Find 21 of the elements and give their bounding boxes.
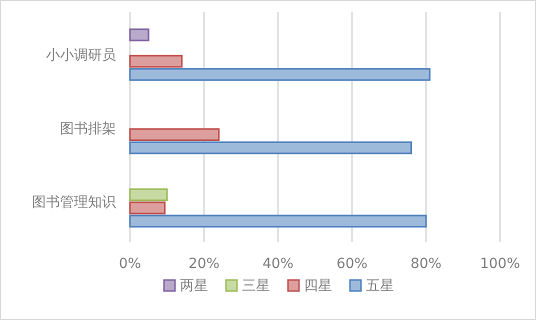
x-tick-label: 100% — [480, 256, 520, 272]
bar — [129, 188, 168, 202]
bar — [129, 214, 427, 228]
y-tick-label: 图书管理知识 — [32, 194, 116, 210]
y-tick-label: 小小调研员 — [46, 48, 116, 64]
x-tick-label: 80% — [410, 256, 442, 272]
legend-label: 三星 — [242, 278, 270, 294]
bar — [129, 68, 430, 81]
bar — [129, 141, 412, 154]
bar — [129, 28, 150, 42]
bar — [129, 128, 220, 141]
legend-label: 四星 — [304, 278, 332, 294]
x-tick-label: 40% — [262, 256, 294, 272]
legend-label: 五星 — [366, 278, 394, 294]
bar — [129, 202, 166, 214]
bar — [129, 54, 183, 68]
legend-label: 两星 — [180, 278, 208, 294]
x-tick-label: 60% — [336, 256, 368, 272]
y-tick-label: 图书排架 — [60, 121, 116, 137]
x-tick-label: 20% — [188, 256, 220, 272]
x-tick-label: 0% — [118, 256, 142, 272]
